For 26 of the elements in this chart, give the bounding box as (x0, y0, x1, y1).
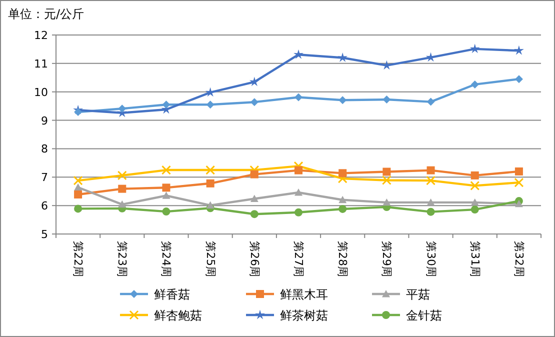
y-tick-label: 9 (41, 114, 48, 128)
y-tick-label: 5 (41, 228, 48, 241)
x-tick-label: 第32周 (512, 241, 526, 277)
x-tick-label: 第22周 (72, 241, 85, 277)
y-axis-title: 单位：元/公斤 (8, 7, 84, 21)
y-tick-label: 12 (34, 29, 48, 42)
x-tick-label: 第30周 (424, 241, 438, 277)
x-tick-label: 第28周 (336, 241, 350, 277)
y-tick-label: 8 (41, 142, 48, 156)
legend-label: 平菇 (406, 288, 430, 302)
x-tick-label: 第27周 (292, 241, 305, 277)
x-tick-label: 第24周 (160, 241, 173, 277)
y-tick-label: 10 (34, 86, 48, 99)
x-tick-label: 第26周 (248, 241, 261, 277)
legend-label: 金针菇 (406, 308, 442, 322)
y-tick-label: 7 (41, 171, 48, 184)
y-tick-label: 6 (41, 200, 48, 213)
x-tick-label: 第23周 (116, 241, 129, 277)
x-tick-label: 第31周 (468, 241, 482, 277)
legend-label: 鲜杏鲍菇 (154, 308, 202, 322)
x-tick-label: 第25周 (204, 241, 217, 277)
y-tick-label: 11 (34, 57, 48, 70)
x-tick-label: 第29周 (380, 241, 394, 277)
legend-label: 鲜黑木耳 (280, 288, 328, 302)
legend-label: 鲜茶树菇 (280, 308, 328, 322)
legend-label: 鲜香菇 (154, 288, 190, 302)
